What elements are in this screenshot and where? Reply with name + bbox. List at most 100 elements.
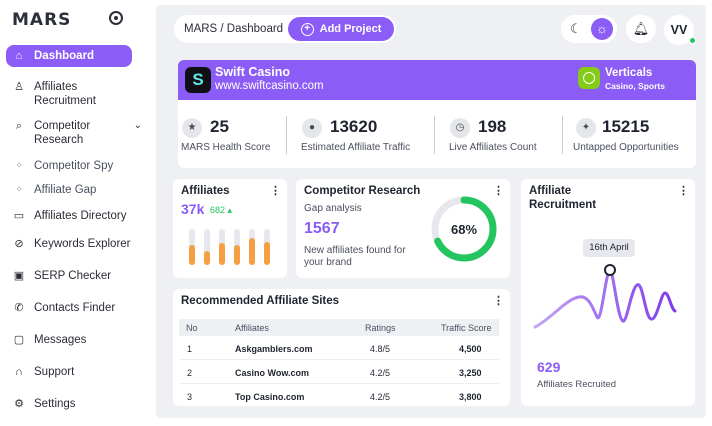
stat-label: Live Affiliates Count xyxy=(449,142,537,153)
user-icon: ♙ xyxy=(14,81,24,93)
home-icon: ⌂ xyxy=(15,50,23,62)
recommended-sites-card: Recommended Affiliate Sites ⋮ No Affilia… xyxy=(173,289,510,406)
stat-label: MARS Health Score xyxy=(181,142,271,153)
project-name: Swift Casino xyxy=(215,65,291,79)
sidebar-item-settings[interactable]: ⚙ Settings xyxy=(6,397,132,411)
row-affiliate: Casino Wow.com xyxy=(235,368,310,378)
divider xyxy=(562,116,563,154)
add-project-button[interactable]: + Add Project xyxy=(288,17,394,41)
table-row[interactable]: 3 Top Casino.com 4.2/5 3,800 xyxy=(179,384,499,406)
sidebar-item-serp-checker[interactable]: ▣ SERP Checker xyxy=(6,269,132,283)
add-project-label: Add Project xyxy=(319,23,382,35)
bell-icon: 🔔︎ xyxy=(632,21,650,36)
row-traffic: 3,250 xyxy=(459,368,482,378)
card-title: Recommended Affiliate Sites xyxy=(181,295,340,307)
sidebar-item-competitor-spy[interactable]: ○ Competitor Spy xyxy=(6,159,132,173)
row-affiliate: Askgamblers.com xyxy=(235,344,313,354)
card-title: Affiliate Recruitment xyxy=(529,185,597,211)
row-rating: 4.2/5 xyxy=(370,392,391,402)
chat-icon: ▢ xyxy=(13,334,25,346)
row-no: 2 xyxy=(187,368,193,378)
breadcrumb: MARS / Dashboard + Add Project xyxy=(174,15,396,43)
stat-value: 15215 xyxy=(602,117,650,136)
chart-tooltip: 16th April xyxy=(583,239,635,257)
card-title: Affiliates xyxy=(181,185,230,197)
donut-progress xyxy=(431,196,497,262)
row-no: 3 xyxy=(187,392,193,402)
bar xyxy=(234,245,240,265)
bar xyxy=(264,241,270,265)
sidebar: MARS ⌂ Dashboard ♙ Affiliates Recruitmen… xyxy=(0,0,156,426)
sidebar-item-dashboard[interactable]: ⌂ Dashboard xyxy=(6,45,132,67)
sidebar-item-messages[interactable]: ▢ Messages xyxy=(6,333,132,347)
chevron-down-icon[interactable]: ⌄ xyxy=(133,120,142,131)
table-row[interactable]: 2 Casino Wow.com 4.2/5 3,250 xyxy=(179,360,499,384)
sidebar-item-keywords-explorer[interactable]: ⊘ Keywords Explorer xyxy=(6,237,132,251)
stats-panel: ★ 25 MARS Health Score ● 13620 Estimated… xyxy=(178,100,696,168)
sidebar-item-label: Contacts Finder xyxy=(34,302,116,314)
competitor-research-card: Competitor Research ⋮ Gap analysis 1567 … xyxy=(296,179,510,278)
serp-icon: ▣ xyxy=(13,270,25,282)
bar xyxy=(204,250,210,265)
brand-name: MARS xyxy=(12,10,72,30)
table-row[interactable]: 1 Askgamblers.com 4.8/5 4,500 xyxy=(179,336,499,360)
sidebar-item-affiliate-gap[interactable]: ○ Affiliate Gap xyxy=(6,183,132,197)
table-header: No Affiliates Ratings Traffic Score xyxy=(179,319,499,336)
sidebar-item-label: Affiliates Recruitment xyxy=(34,81,96,107)
compass-icon: ⊘ xyxy=(14,238,24,250)
sidebar-item-affiliates-directory[interactable]: ▭ Affiliates Directory xyxy=(6,209,132,223)
bar-track xyxy=(249,229,255,265)
column-header-no[interactable]: No xyxy=(186,323,198,333)
sidebar-item-support[interactable]: ∩ Support xyxy=(6,365,132,379)
target-icon xyxy=(109,11,123,25)
moon-icon[interactable]: ☾ xyxy=(570,21,582,36)
chart-highlight-point[interactable] xyxy=(604,264,616,276)
bar-track xyxy=(264,229,270,265)
stat-label: Untapped Opportunities xyxy=(573,142,679,153)
gap-donut-chart: 68% xyxy=(431,196,497,262)
sidebar-item-label: Competitor Research xyxy=(34,120,91,146)
gap-analysis-description: New affiliates found for your brand xyxy=(304,245,406,268)
column-header-traffic-score[interactable]: Traffic Score xyxy=(441,323,492,333)
main-content: MARS / Dashboard + Add Project ☾ ☼ 🔔︎ VV… xyxy=(156,5,706,418)
sidebar-item-label: Keywords Explorer xyxy=(34,238,131,250)
casino-logo: S xyxy=(185,67,211,93)
pie-chart-icon xyxy=(578,67,600,89)
column-header-affiliates[interactable]: Affiliates xyxy=(235,323,269,333)
divider xyxy=(286,116,287,154)
sidebar-item-label: Settings xyxy=(34,398,76,410)
more-options-icon[interactable]: ⋮ xyxy=(270,185,281,197)
online-status-dot xyxy=(689,37,696,44)
plus-icon: + xyxy=(300,22,314,36)
stat-value: 13620 xyxy=(330,117,378,136)
bar xyxy=(189,245,195,265)
more-options-icon[interactable]: ⋮ xyxy=(493,185,504,197)
sidebar-item-affiliates-recruitment[interactable]: ♙ Affiliates Recruitment xyxy=(6,80,132,108)
bar-track xyxy=(219,229,225,265)
column-header-ratings[interactable]: Ratings xyxy=(365,323,396,333)
bulb-icon: ✦ xyxy=(576,118,596,138)
recruitment-line xyxy=(533,269,677,329)
more-options-icon[interactable]: ⋮ xyxy=(678,185,689,197)
sidebar-item-label: SERP Checker xyxy=(34,270,112,282)
recruited-value: 629 xyxy=(537,359,561,375)
notification-button[interactable]: 🔔︎ xyxy=(626,15,656,43)
sidebar-item-label: Affiliate Gap xyxy=(34,184,97,196)
gap-analysis-label: Gap analysis xyxy=(304,203,362,214)
person-icon: ● xyxy=(302,118,322,138)
sidebar-item-contacts-finder[interactable]: ✆ Contacts Finder xyxy=(6,301,132,315)
brand-logo[interactable]: MARS xyxy=(12,10,71,30)
folder-icon: ▭ xyxy=(13,210,25,222)
project-url[interactable]: www.swiftcasino.com xyxy=(215,80,324,92)
recruited-label: Affiliates Recruited xyxy=(537,379,617,390)
star-icon: ★ xyxy=(182,118,202,138)
more-options-icon[interactable]: ⋮ xyxy=(493,295,504,307)
project-banner: S Swift Casino www.swiftcasino.com Verti… xyxy=(178,60,696,100)
bullet-icon: ○ xyxy=(16,186,22,193)
theme-toggle[interactable]: ☾ ☼ xyxy=(561,15,617,43)
sidebar-item-competitor-research[interactable]: ⌕ Competitor Research ⌄ xyxy=(6,119,142,147)
breadcrumb-text: MARS / Dashboard xyxy=(184,23,284,35)
card-title: Competitor Research xyxy=(304,185,421,197)
sun-icon[interactable]: ☼ xyxy=(591,18,613,40)
avatar[interactable]: VV xyxy=(664,15,694,45)
